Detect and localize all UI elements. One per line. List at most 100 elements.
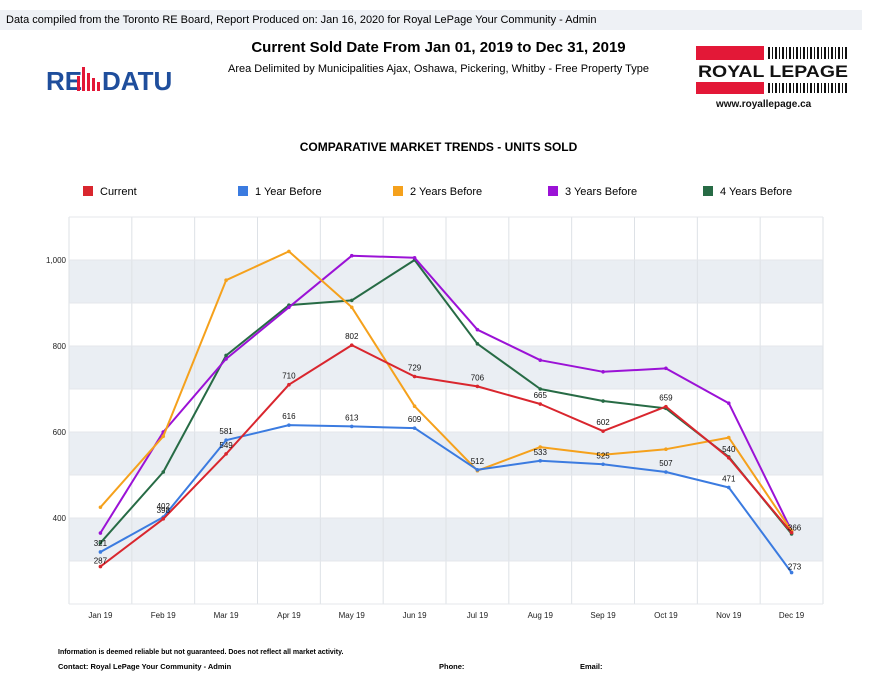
series-line-1-year-before bbox=[99, 424, 793, 574]
data-point bbox=[161, 470, 166, 474]
data-label: 665 bbox=[534, 391, 548, 400]
data-label: 659 bbox=[659, 394, 673, 403]
y-tick-label: 600 bbox=[53, 428, 67, 437]
report-subtitle: Area Delimited by Municipalities Ajax, O… bbox=[227, 63, 650, 75]
data-point bbox=[349, 343, 354, 347]
data-label: 525 bbox=[596, 451, 610, 460]
redatum-logo-re: RE bbox=[46, 66, 82, 96]
data-point bbox=[224, 452, 228, 456]
data-label: 402 bbox=[157, 502, 171, 511]
data-point bbox=[224, 353, 228, 358]
legend-item-4-years-before: 4 Years Before bbox=[703, 185, 792, 199]
data-point bbox=[475, 384, 480, 389]
data-point bbox=[287, 249, 291, 254]
data-point bbox=[412, 404, 417, 409]
legend-item-2-years-before: 2 Years Before bbox=[393, 185, 482, 199]
y-tick-label: 400 bbox=[53, 514, 67, 523]
data-label: 512 bbox=[471, 457, 485, 466]
data-label: 802 bbox=[345, 332, 359, 341]
legend-label: 1 Year Before bbox=[255, 186, 322, 198]
data-point bbox=[349, 305, 354, 310]
legend-label: 2 Years Before bbox=[410, 186, 483, 198]
data-label: 616 bbox=[282, 412, 296, 421]
data-point bbox=[538, 358, 543, 362]
data-label: 581 bbox=[219, 427, 233, 436]
data-point bbox=[601, 370, 605, 374]
data-point bbox=[789, 530, 794, 535]
data-label: 710 bbox=[282, 372, 296, 381]
data-label: 602 bbox=[596, 418, 610, 427]
series-line-2-years-before bbox=[99, 250, 793, 532]
report-title: Current Sold Date From Jan 01, 2019 to D… bbox=[251, 39, 626, 56]
legend-label: 4 Years Before bbox=[720, 186, 793, 198]
contact-text: Contact: Royal LePage Your Community - A… bbox=[58, 662, 232, 671]
data-point bbox=[664, 447, 668, 452]
legend-item-current: Current bbox=[83, 185, 137, 199]
data-point bbox=[98, 505, 103, 510]
data-point bbox=[349, 424, 354, 429]
data-point bbox=[664, 404, 668, 409]
x-tick-label: Dec 19 bbox=[779, 611, 805, 620]
data-label: 273 bbox=[788, 563, 802, 572]
x-tick-label: Jun 19 bbox=[403, 611, 428, 620]
legend-item-1-year-before: 1 Year Before bbox=[238, 185, 322, 199]
data-point bbox=[224, 357, 228, 361]
data-point bbox=[412, 374, 417, 379]
data-point bbox=[789, 570, 794, 575]
data-point bbox=[287, 382, 291, 387]
data-point bbox=[98, 531, 103, 535]
x-tick-label: Jan 19 bbox=[88, 611, 113, 620]
data-label: 706 bbox=[471, 373, 485, 382]
data-point bbox=[98, 564, 103, 569]
data-point bbox=[161, 434, 166, 439]
data-point bbox=[475, 342, 480, 346]
series-line-3-years-before bbox=[99, 254, 793, 534]
royal-lepage-logo: ROYAL LEPAGE www.royallepage.ca bbox=[696, 44, 850, 112]
data-point bbox=[98, 541, 103, 545]
data-point bbox=[349, 298, 354, 303]
report-info-text: Data compiled from the Toronto RE Board,… bbox=[6, 14, 597, 26]
y-tick-label: 1,000 bbox=[46, 256, 67, 265]
legend-label: Current bbox=[100, 186, 137, 198]
x-tick-label: May 19 bbox=[339, 611, 366, 620]
data-label: 321 bbox=[94, 539, 108, 548]
redatum-logo: RE DATUM bbox=[46, 66, 174, 96]
data-point bbox=[538, 459, 543, 463]
email-label: Email: bbox=[580, 662, 603, 671]
data-point bbox=[224, 438, 228, 442]
x-tick-label: Oct 19 bbox=[654, 611, 678, 620]
x-tick-label: Aug 19 bbox=[528, 611, 554, 620]
data-label: 609 bbox=[408, 415, 422, 424]
series-line-current bbox=[99, 344, 793, 568]
legend-swatch bbox=[703, 186, 713, 196]
data-point bbox=[664, 366, 668, 371]
chart-legend: Current 1 Year Before 2 Years Before 3 Y… bbox=[0, 185, 877, 199]
redatum-logo-datum: DATUM bbox=[102, 66, 174, 96]
data-point bbox=[538, 402, 543, 406]
legend-swatch bbox=[548, 186, 558, 196]
data-point bbox=[538, 445, 543, 449]
data-label: 549 bbox=[219, 441, 233, 450]
data-point bbox=[412, 256, 417, 260]
data-point bbox=[98, 550, 103, 554]
x-tick-label: Nov 19 bbox=[716, 611, 742, 620]
data-point bbox=[601, 452, 605, 457]
chart-title: COMPARATIVE MARKET TRENDS - UNITS SOLD bbox=[299, 140, 578, 154]
legend-label: 3 Years Before bbox=[565, 186, 638, 198]
data-point bbox=[601, 429, 605, 433]
data-point bbox=[412, 426, 417, 430]
data-label: 471 bbox=[722, 474, 736, 483]
royal-lepage-wordmark: ROYAL LEPAGE bbox=[698, 62, 848, 81]
data-point bbox=[161, 517, 166, 521]
royal-lepage-url: www.royallepage.ca bbox=[715, 99, 812, 110]
data-point bbox=[726, 401, 731, 405]
data-point bbox=[601, 462, 605, 467]
data-point bbox=[726, 485, 731, 490]
data-label: 613 bbox=[345, 413, 359, 422]
x-tick-label: Jul 19 bbox=[467, 611, 489, 620]
x-tick-label: Mar 19 bbox=[214, 611, 239, 620]
legend-swatch bbox=[83, 186, 93, 196]
data-point bbox=[475, 468, 480, 472]
legend-swatch bbox=[238, 186, 248, 196]
